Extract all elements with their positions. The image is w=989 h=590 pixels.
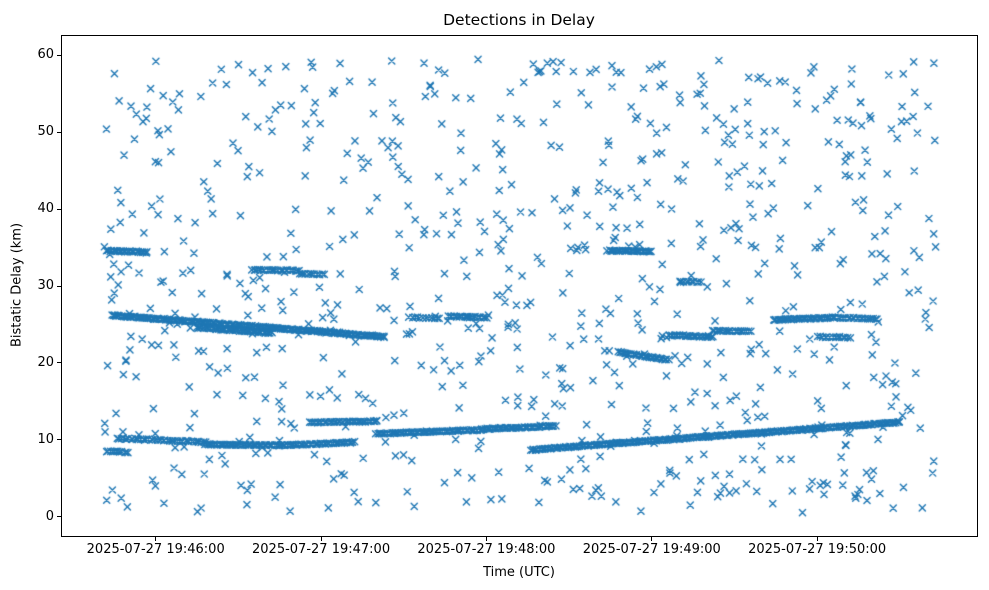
x-tick-mark xyxy=(485,537,487,541)
y-tick-label: 20 xyxy=(37,354,54,370)
x-tick-label: 2025-07-27 19:49:00 xyxy=(582,542,721,557)
x-axis-label: Time (UTC) xyxy=(483,565,555,580)
y-tick-mark xyxy=(57,362,61,364)
x-tick-label: 2025-07-27 19:48:00 xyxy=(417,542,556,557)
y-tick-mark xyxy=(57,516,61,518)
y-tick-label: 40 xyxy=(37,201,54,217)
y-tick-label: 60 xyxy=(37,47,54,63)
y-tick-label: 50 xyxy=(37,124,54,140)
y-tick-mark xyxy=(57,285,61,287)
plot-area xyxy=(61,35,978,537)
chart-title: Detections in Delay xyxy=(443,11,595,29)
x-tick-mark xyxy=(816,537,818,541)
y-tick-mark xyxy=(57,54,61,56)
y-tick-mark xyxy=(57,208,61,210)
y-tick-label: 10 xyxy=(37,431,54,447)
y-tick-mark xyxy=(57,131,61,133)
x-tick-label: 2025-07-27 19:46:00 xyxy=(86,542,225,557)
y-tick-label: 30 xyxy=(37,278,54,293)
scatter-canvas xyxy=(62,36,977,536)
y-tick-label: 0 xyxy=(45,508,54,524)
x-tick-label: 2025-07-27 19:50:00 xyxy=(748,542,887,557)
x-tick-mark xyxy=(651,537,653,541)
y-tick-mark xyxy=(57,439,61,441)
x-tick-label: 2025-07-27 19:47:00 xyxy=(252,542,391,557)
x-tick-mark xyxy=(320,537,322,541)
x-tick-mark xyxy=(155,537,157,541)
